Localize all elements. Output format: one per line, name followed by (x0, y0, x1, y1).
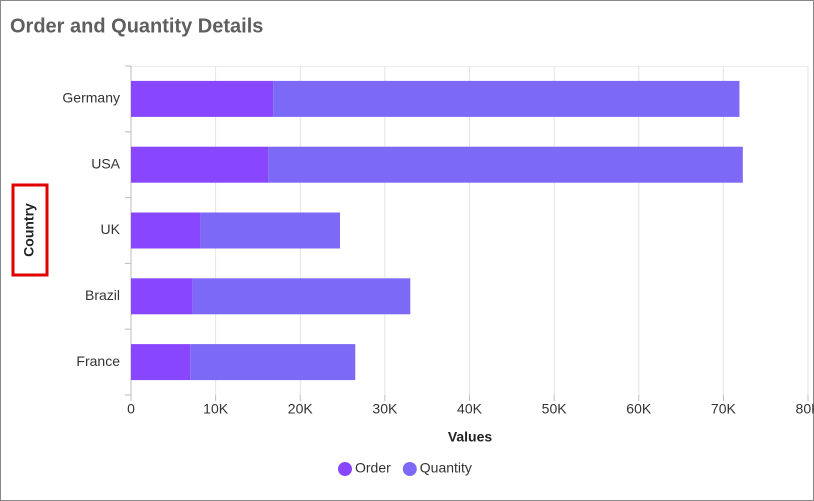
legend-label[interactable]: Order (355, 460, 391, 476)
y-tick-label: Germany (62, 90, 120, 106)
x-tick-label: 60K (626, 401, 652, 417)
x-tick-label: 80K (796, 401, 814, 417)
bar-segment (268, 146, 743, 183)
y-tick-label: Brazil (85, 287, 120, 303)
chart-title: Order and Quantity Details (10, 15, 263, 37)
x-tick-label: 20K (288, 401, 314, 417)
highlight-box (11, 183, 49, 277)
bar-segment (131, 344, 191, 381)
x-tick-label: 10K (203, 401, 229, 417)
x-tick-label: 30K (372, 401, 398, 417)
legend-marker[interactable] (338, 462, 352, 476)
bar-segment (131, 80, 274, 117)
x-tick-label: 40K (457, 401, 483, 417)
x-axis-label: Values (448, 429, 493, 445)
bar-segment (192, 278, 411, 315)
bar-segment (131, 146, 269, 183)
x-tick-label: 50K (542, 401, 568, 417)
bar-segment (273, 80, 740, 117)
bar-segment (200, 212, 341, 249)
bar-segment (131, 212, 201, 249)
x-tick-label: 70K (711, 401, 737, 417)
y-axis-label: Country (21, 203, 37, 257)
legend-label[interactable]: Quantity (420, 460, 472, 476)
bar-segment (131, 278, 193, 315)
y-tick-label: UK (101, 221, 121, 237)
y-tick-label: France (76, 353, 120, 369)
bar-segment (190, 344, 356, 381)
legend-marker[interactable] (402, 462, 417, 476)
x-tick-label: 0 (127, 401, 135, 417)
y-tick-label: USA (91, 155, 120, 171)
